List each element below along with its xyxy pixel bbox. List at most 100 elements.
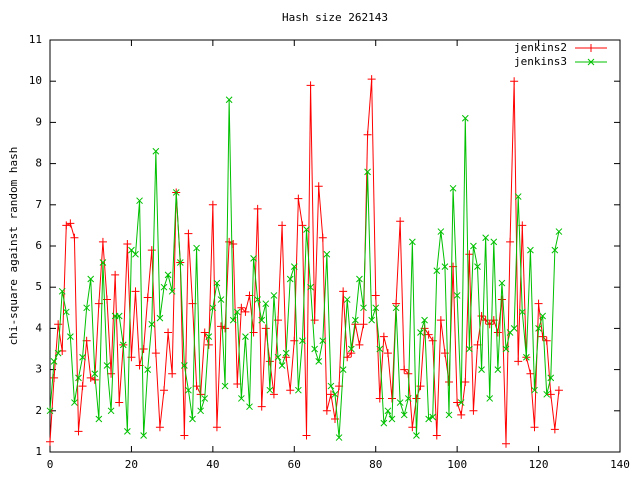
point-marker bbox=[62, 221, 71, 230]
point-marker bbox=[286, 386, 295, 395]
y-tick-label: 6 bbox=[35, 239, 42, 252]
point-marker bbox=[253, 204, 262, 213]
point-marker bbox=[400, 411, 408, 419]
point-marker bbox=[164, 328, 173, 337]
point-marker bbox=[343, 296, 351, 303]
point-marker bbox=[339, 287, 348, 296]
y-tick-label: 5 bbox=[35, 280, 42, 293]
point-marker bbox=[132, 250, 139, 258]
point-marker bbox=[379, 332, 388, 341]
point-marker bbox=[258, 316, 266, 324]
point-marker bbox=[131, 287, 140, 296]
point-marker bbox=[449, 184, 457, 192]
point-marker bbox=[152, 147, 160, 155]
point-marker bbox=[461, 377, 470, 386]
point-marker bbox=[225, 96, 233, 104]
point-marker bbox=[200, 328, 209, 337]
point-marker bbox=[99, 259, 107, 266]
point-marker bbox=[294, 194, 303, 203]
point-marker bbox=[168, 369, 177, 378]
point-marker bbox=[246, 403, 253, 411]
point-marker bbox=[197, 407, 204, 415]
point-marker bbox=[238, 395, 245, 402]
point-marker bbox=[172, 189, 180, 196]
point-marker bbox=[217, 296, 225, 303]
point-marker bbox=[372, 304, 380, 312]
point-marker bbox=[364, 168, 371, 176]
point-marker bbox=[547, 374, 555, 382]
point-marker bbox=[363, 130, 372, 139]
y-tick-label: 7 bbox=[35, 198, 42, 211]
series-line bbox=[49, 79, 560, 444]
point-marker bbox=[526, 369, 535, 378]
x-tick-label: 80 bbox=[369, 458, 382, 471]
chart-title: Hash size 262143 bbox=[282, 11, 388, 24]
point-marker bbox=[262, 300, 270, 308]
point-marker bbox=[249, 328, 258, 337]
point-marker bbox=[550, 425, 559, 434]
point-marker bbox=[91, 370, 99, 378]
point-marker bbox=[327, 382, 335, 390]
point-marker bbox=[466, 345, 473, 353]
point-marker bbox=[282, 349, 290, 357]
point-marker bbox=[50, 373, 59, 382]
point-marker bbox=[436, 316, 445, 325]
point-marker bbox=[417, 329, 424, 336]
point-marker bbox=[412, 394, 421, 403]
point-marker bbox=[445, 411, 453, 419]
point-marker bbox=[155, 423, 164, 432]
point-marker bbox=[242, 333, 249, 340]
y-tick-label: 9 bbox=[35, 115, 42, 128]
point-marker bbox=[315, 358, 323, 365]
point-marker bbox=[469, 406, 478, 415]
point-marker bbox=[457, 410, 466, 419]
point-marker bbox=[75, 374, 82, 382]
point-marker bbox=[356, 275, 363, 283]
point-marker bbox=[160, 386, 168, 395]
y-tick-label: 4 bbox=[35, 321, 42, 334]
point-marker bbox=[335, 434, 343, 441]
point-marker bbox=[359, 320, 368, 329]
point-marker bbox=[413, 432, 420, 439]
point-marker bbox=[115, 398, 124, 407]
point-marker bbox=[314, 182, 323, 191]
point-marker bbox=[530, 423, 539, 432]
y-tick-label: 1 bbox=[35, 445, 42, 458]
point-marker bbox=[54, 320, 63, 329]
point-marker bbox=[115, 312, 123, 320]
point-marker bbox=[83, 304, 90, 312]
point-marker bbox=[266, 386, 274, 394]
point-marker bbox=[461, 114, 469, 122]
point-marker bbox=[493, 328, 502, 337]
point-marker bbox=[494, 366, 502, 373]
point-marker bbox=[184, 229, 193, 238]
x-tick-label: 100 bbox=[447, 458, 467, 471]
point-marker bbox=[343, 353, 352, 362]
point-marker bbox=[257, 402, 266, 411]
point-marker bbox=[531, 386, 538, 394]
legend-label: jenkins2 bbox=[514, 41, 567, 54]
point-marker bbox=[396, 217, 405, 226]
point-marker bbox=[490, 238, 498, 246]
point-marker bbox=[303, 226, 310, 233]
point-marker bbox=[392, 299, 401, 308]
point-marker bbox=[136, 197, 143, 205]
point-marker bbox=[79, 353, 86, 361]
point-marker bbox=[514, 357, 523, 366]
point-marker bbox=[347, 345, 355, 353]
point-marker bbox=[87, 275, 95, 283]
y-tick-label: 11 bbox=[29, 33, 42, 46]
point-marker bbox=[124, 428, 131, 435]
point-marker bbox=[221, 382, 229, 390]
point-marker bbox=[465, 250, 474, 259]
point-marker bbox=[555, 228, 563, 235]
point-marker bbox=[311, 345, 318, 353]
point-marker bbox=[384, 407, 392, 415]
point-marker bbox=[237, 303, 246, 312]
point-marker bbox=[428, 336, 437, 345]
point-marker bbox=[70, 233, 79, 242]
point-marker bbox=[95, 415, 103, 423]
point-marker bbox=[404, 395, 412, 402]
point-marker bbox=[151, 349, 160, 358]
